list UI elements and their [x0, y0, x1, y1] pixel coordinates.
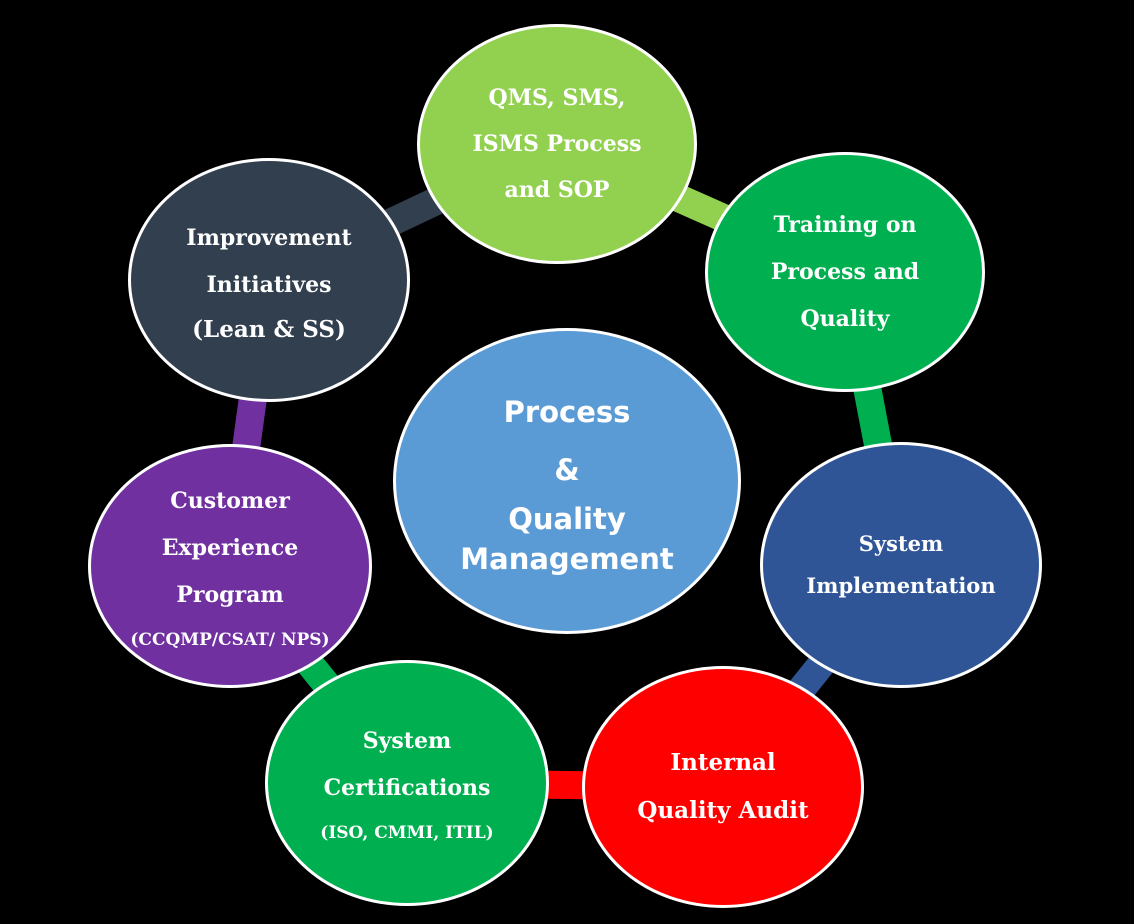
node-training-line-1: Training on [773, 211, 917, 238]
node-improvement-initiatives: Improvement Initiatives (Lean & SS) [128, 158, 410, 402]
node-cx-line-3: Program [176, 581, 284, 608]
node-training-line-2: Process and [770, 258, 920, 285]
node-internal-audit-line-1: Internal [670, 749, 776, 776]
node-system-impl-line-1: System [858, 531, 944, 556]
node-cx-line-1: Customer [170, 487, 290, 514]
node-internal-quality-audit: Internal Quality Audit [582, 666, 864, 908]
node-certifications-line-2: Certifications [323, 775, 491, 801]
node-improvement-sub: (Lean & SS) [192, 316, 346, 343]
node-customer-experience-program: Customer Experience Program (CCQMP/CSAT/… [88, 444, 372, 688]
node-qms-line-2: ISMS Process [472, 131, 642, 157]
center-label-line-2: & [554, 453, 580, 487]
node-internal-audit-line-2: Quality Audit [637, 797, 809, 824]
node-cx-line-2: Experience [161, 534, 299, 561]
node-certifications-sub: (ISO, CMMI, ITIL) [320, 823, 494, 843]
node-qms-line-3: and SOP [504, 177, 610, 203]
node-training: Training on Process and Quality [705, 152, 985, 392]
node-training-line-3: Quality [800, 305, 890, 332]
center-label-line-4: Management [460, 542, 674, 576]
center-label-line-3: Quality [508, 502, 626, 536]
center-label-line-1: Process [503, 395, 631, 429]
node-certifications-line-1: System [362, 728, 452, 754]
node-qms-sms-isms: QMS, SMS, ISMS Process and SOP [417, 24, 697, 264]
node-system-certifications: System Certifications (ISO, CMMI, ITIL) [265, 660, 549, 906]
node-improvement-line-1: Improvement [186, 225, 352, 251]
node-system-impl-line-2: Implementation [806, 573, 996, 598]
center-node-process-quality-management: Process & Quality Management [393, 328, 741, 634]
node-cx-sub: (CCQMP/CSAT/ NPS) [130, 629, 330, 650]
node-system-implementation: System Implementation [760, 442, 1042, 688]
node-qms-line-1: QMS, SMS, [488, 85, 626, 111]
node-improvement-line-2: Initiatives [206, 272, 332, 298]
